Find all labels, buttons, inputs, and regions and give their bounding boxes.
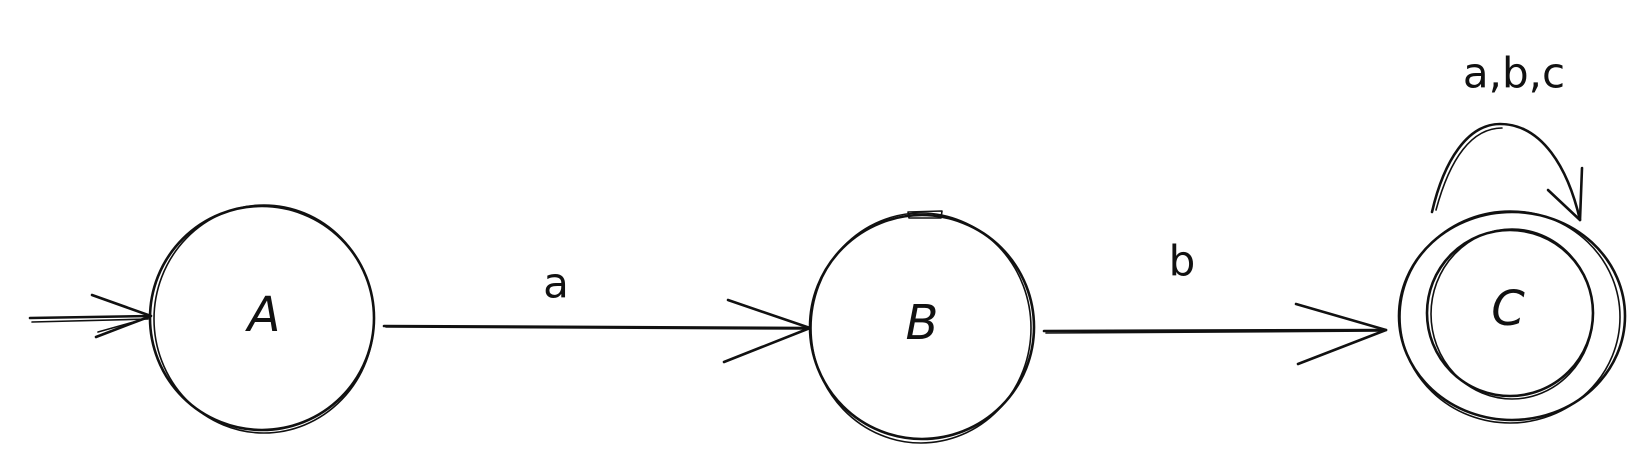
transition-a-b: a	[382, 259, 812, 364]
state-b: B	[808, 210, 1036, 444]
state-a-label: A	[245, 287, 281, 343]
start-arrow	[28, 293, 153, 339]
transition-b-c-label: b	[1169, 237, 1196, 286]
transition-a-b-label: a	[543, 259, 569, 308]
transition-c-c: a,b,c	[1430, 49, 1584, 222]
state-c: C	[1397, 210, 1627, 424]
state-a: A	[148, 204, 376, 434]
transition-b-c: b	[1042, 237, 1388, 366]
transition-c-c-label: a,b,c	[1463, 49, 1565, 98]
state-b-label: B	[906, 295, 939, 351]
state-c-label: C	[1491, 281, 1525, 337]
